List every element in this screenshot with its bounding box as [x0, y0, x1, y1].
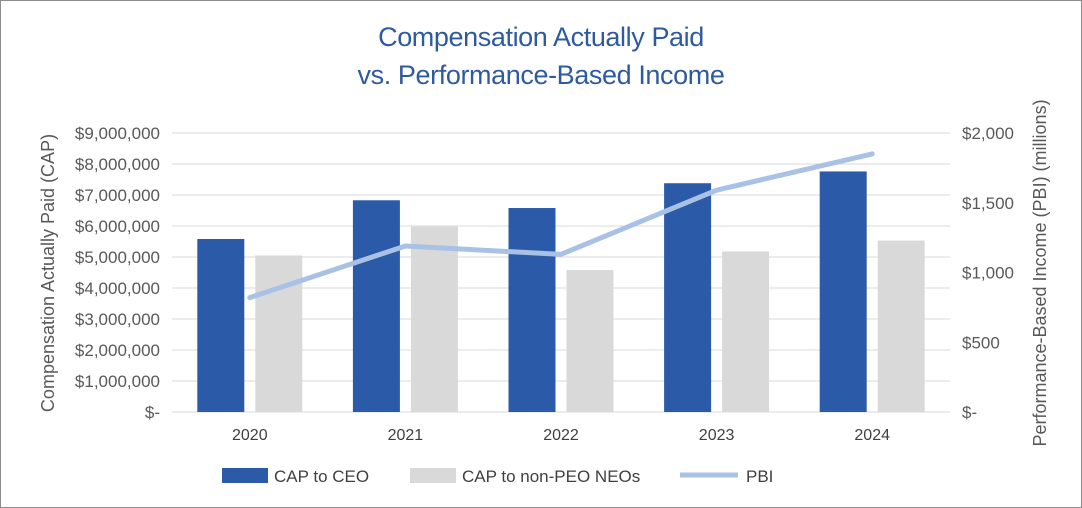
category-label: 2021	[388, 427, 424, 444]
left-tick-label: $-	[145, 403, 160, 422]
left-tick-label: $5,000,000	[75, 248, 160, 267]
bar-cap-to-non-peo-neos-2021	[410, 226, 458, 412]
right-tick-label: $-	[962, 403, 977, 422]
right-tick-label: $1,500	[962, 194, 1014, 213]
right-axis-ticks: $- $500 $1,000 $1,500 $2,000	[962, 124, 1014, 422]
right-tick-label: $500	[962, 333, 1000, 352]
bar-cap-to-ceo-2021	[352, 200, 400, 412]
left-tick-label: $4,000,000	[75, 279, 160, 298]
bar-cap-to-ceo-2022	[508, 208, 556, 412]
left-tick-label: $3,000,000	[75, 310, 160, 329]
left-tick-label: $6,000,000	[75, 217, 160, 236]
left-tick-label: $7,000,000	[75, 186, 160, 205]
right-tick-label: $2,000	[962, 124, 1014, 143]
bar-cap-to-ceo-2024	[819, 171, 867, 412]
right-tick-label: $1,000	[962, 264, 1014, 283]
left-tick-label: $2,000,000	[75, 341, 160, 360]
legend: CAP to CEO CAP to non-PEO NEOs PBI	[222, 467, 773, 486]
left-tick-label: $8,000,000	[75, 155, 160, 174]
left-axis-title: Compensation Actually Paid (CAP)	[38, 134, 58, 412]
legend-swatch-cap-to-non-peo-neos	[410, 468, 456, 483]
chart-title-line-1: Compensation Actually Paid	[378, 22, 704, 52]
right-axis-title: Performance-Based Income (PBI) (millions…	[1030, 99, 1050, 446]
bar-cap-to-non-peo-neos-2023	[722, 251, 770, 412]
category-label: 2022	[543, 427, 579, 444]
legend-label-cap-to-non-peo-neos: CAP to non-PEO NEOs	[462, 467, 640, 486]
category-label: 2023	[699, 427, 735, 444]
left-tick-label: $9,000,000	[75, 124, 160, 143]
category-label: 2020	[232, 427, 268, 444]
bar-cap-to-non-peo-neos-2024	[877, 240, 925, 412]
bar-cap-to-non-peo-neos-2022	[566, 270, 614, 412]
legend-swatch-cap-to-ceo	[222, 468, 268, 483]
chart-title-line-2: vs. Performance-Based Income	[357, 60, 725, 90]
category-label: 2024	[854, 427, 890, 444]
left-tick-label: $1,000,000	[75, 372, 160, 391]
bar-cap-to-non-peo-neos-2020	[255, 255, 303, 412]
line-series	[247, 151, 875, 301]
bar-cap-to-ceo-2020	[197, 239, 245, 412]
category-axis: 2020 2021 2022 2023 2024	[232, 427, 890, 444]
legend-label-cap-to-ceo: CAP to CEO	[274, 467, 369, 486]
bar-series	[197, 171, 925, 412]
bar-cap-to-ceo-2023	[664, 183, 712, 412]
legend-label-pbi: PBI	[746, 467, 773, 486]
left-axis-ticks: $- $1,000,000 $2,000,000 $3,000,000 $4,000,0…	[75, 124, 160, 422]
